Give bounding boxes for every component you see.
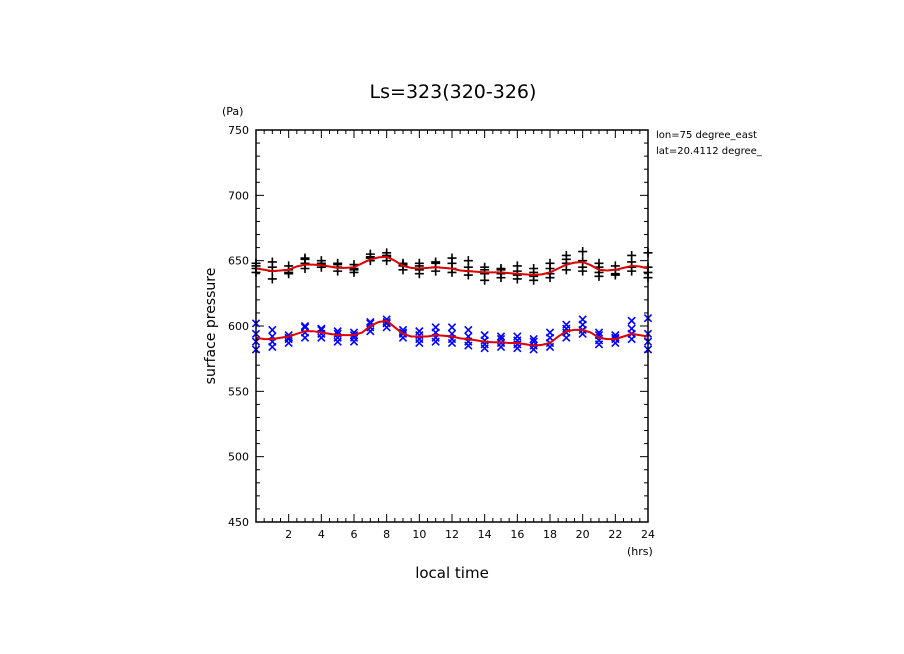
fit-line-lower bbox=[255, 319, 649, 347]
y-tick-label: 700 bbox=[228, 189, 249, 202]
y-tick-label: 650 bbox=[228, 255, 249, 268]
plot-frame bbox=[255, 129, 649, 523]
x-tick-label: 2 bbox=[285, 528, 292, 541]
x-tick-label: 10 bbox=[412, 528, 426, 541]
plus-marker bbox=[627, 250, 637, 260]
x-marker bbox=[431, 323, 440, 332]
x-tick-label: 18 bbox=[543, 528, 557, 541]
plus-marker bbox=[300, 253, 310, 263]
y-tick-label: 600 bbox=[228, 320, 249, 333]
x-tick-label: 20 bbox=[576, 528, 590, 541]
plus-marker bbox=[414, 258, 424, 268]
x-tick-label: 16 bbox=[510, 528, 524, 541]
x-tick-label: 14 bbox=[478, 528, 492, 541]
x-tick-label: 22 bbox=[608, 528, 622, 541]
y-tick-label: 450 bbox=[228, 516, 249, 529]
x-tick-label: 4 bbox=[318, 528, 325, 541]
plus-marker bbox=[594, 258, 604, 268]
plus-marker bbox=[382, 250, 392, 260]
x-unit-label: (hrs) bbox=[627, 545, 653, 558]
x-marker bbox=[578, 315, 587, 324]
x-marker bbox=[382, 317, 391, 327]
plus-marker bbox=[463, 256, 473, 266]
x-marker bbox=[333, 327, 342, 336]
plus-marker bbox=[578, 256, 588, 266]
y-axis-label: surface pressure bbox=[203, 268, 219, 385]
y-tick-label: 750 bbox=[228, 124, 249, 137]
x-marker bbox=[529, 334, 538, 344]
lat-annotation: lat=20.4112 degree_ bbox=[656, 146, 763, 157]
plus-marker bbox=[545, 258, 555, 268]
x-marker bbox=[464, 325, 473, 335]
plus-marker bbox=[561, 250, 571, 260]
x-tick-label: 12 bbox=[445, 528, 459, 541]
x-marker bbox=[480, 330, 489, 340]
x-marker bbox=[268, 325, 277, 335]
x-marker bbox=[513, 332, 522, 341]
x-marker bbox=[627, 316, 636, 325]
x-tick-label: 6 bbox=[351, 528, 358, 541]
x-marker bbox=[562, 320, 571, 329]
x-marker bbox=[627, 324, 636, 333]
y-tick-label: 550 bbox=[228, 385, 249, 398]
x-marker bbox=[300, 321, 310, 331]
x-marker bbox=[300, 323, 310, 332]
x-axis-label: local time bbox=[415, 564, 489, 582]
x-marker bbox=[447, 323, 457, 332]
x-marker bbox=[496, 332, 506, 341]
y-tick-label: 500 bbox=[228, 451, 249, 464]
x-marker bbox=[529, 337, 538, 346]
chart-title: Ls=323(320-326) bbox=[370, 81, 537, 103]
x-marker bbox=[333, 329, 342, 339]
y-unit-label: (Pa) bbox=[222, 105, 243, 118]
x-marker bbox=[594, 328, 604, 337]
lon-annotation: lon=75 degree_east bbox=[656, 130, 757, 141]
plus-marker bbox=[529, 264, 539, 274]
plus-marker bbox=[431, 257, 441, 267]
plus-marker bbox=[578, 247, 588, 257]
fit-line-upper bbox=[255, 255, 649, 277]
x-marker bbox=[545, 328, 555, 337]
x-marker bbox=[317, 324, 326, 333]
x-marker bbox=[611, 333, 620, 342]
plus-marker bbox=[480, 262, 490, 272]
x-tick-label: 8 bbox=[383, 528, 390, 541]
plus-marker bbox=[267, 257, 277, 267]
plus-marker bbox=[512, 261, 522, 271]
plus-marker bbox=[267, 274, 277, 284]
x-marker bbox=[415, 327, 424, 336]
x-tick-label: 24 bbox=[641, 528, 655, 541]
plus-marker bbox=[447, 253, 457, 263]
